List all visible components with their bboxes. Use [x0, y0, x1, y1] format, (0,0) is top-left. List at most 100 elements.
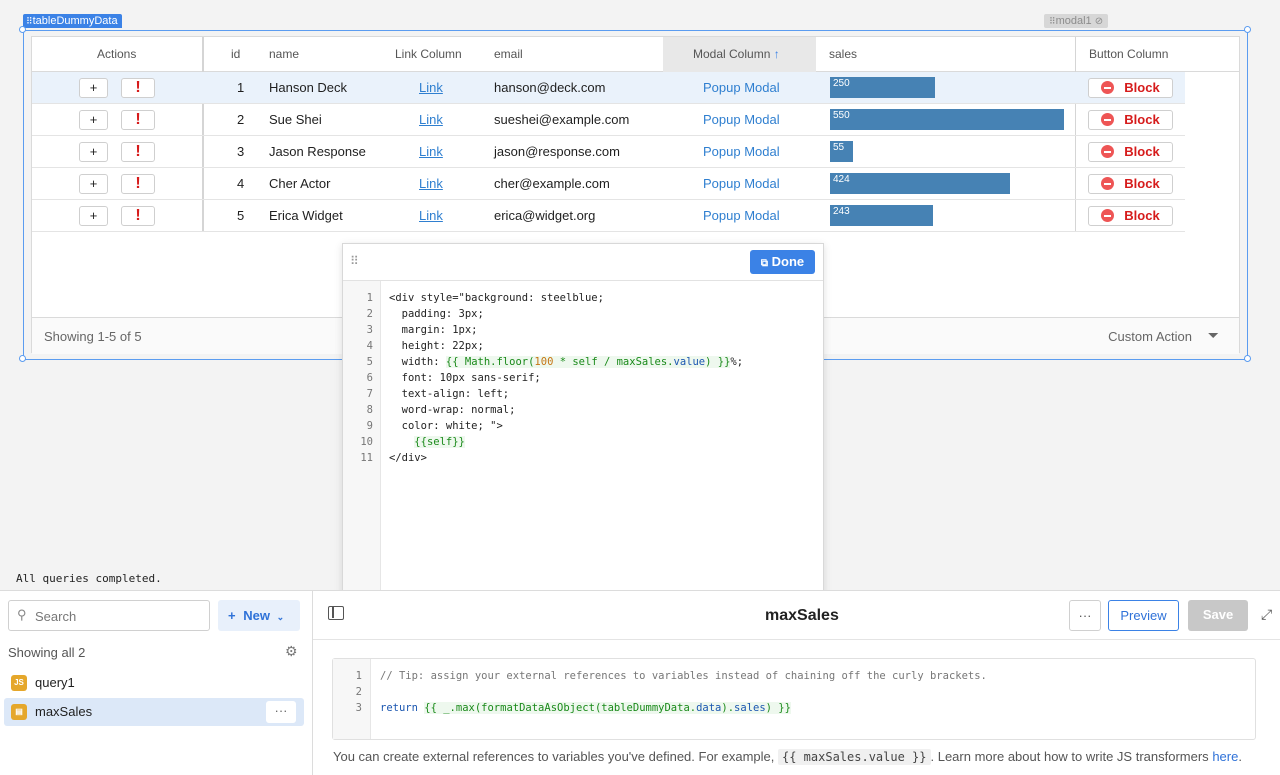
line-number: 7 — [366, 388, 373, 400]
query-item-label: query1 — [35, 675, 75, 690]
alert-button[interactable]: ! — [121, 142, 155, 162]
query-item-query1[interactable]: JS query1 — [4, 669, 304, 697]
code-text: text-align: left; — [389, 388, 510, 400]
cell-name: Cher Actor — [269, 176, 331, 191]
cell-name: Sue Shei — [269, 112, 322, 127]
query-title[interactable]: maxSales — [765, 607, 839, 624]
block-button[interactable]: Block — [1088, 78, 1173, 98]
sidebar-toggle-icon[interactable] — [328, 606, 344, 620]
add-row-button[interactable]: + — [79, 110, 108, 130]
table-row[interactable]: +! 5 Erica Widget Link erica@widget.org Popup… — [32, 200, 1185, 232]
col-header-link[interactable]: Link Column — [395, 47, 462, 61]
transformer-icon: ▤ — [11, 704, 27, 720]
code-prop: value — [673, 356, 706, 368]
block-button[interactable]: Block — [1088, 110, 1173, 130]
filter-icon[interactable]: ⏷ — [1207, 327, 1219, 343]
block-label: Block — [1124, 112, 1160, 127]
table-row[interactable]: +! 2 Sue Shei Link sueshei@example.com Popup … — [32, 104, 1185, 136]
custom-action-button[interactable]: Custom Action — [1108, 329, 1192, 344]
table-row[interactable]: +! 1 Hanson Deck Link hanson@deck.com Popup M… — [32, 72, 1185, 104]
help-code: {{ maxSales.value }} — [778, 749, 931, 765]
code-template: {{ Math.floor(100 * self / maxSales.valu… — [445, 356, 731, 368]
block-button[interactable]: Block — [1088, 206, 1173, 226]
block-label: Block — [1124, 208, 1160, 223]
cell-link[interactable]: Link — [419, 176, 443, 191]
table-row[interactable]: +! 3 Jason Response Link jason@response.com P… — [32, 136, 1185, 168]
add-row-button[interactable]: + — [79, 78, 108, 98]
col-header-actions[interactable]: Actions — [97, 47, 137, 61]
table-row[interactable]: +! 4 Cher Actor Link cher@example.com Popup M… — [32, 168, 1185, 200]
cell-id: 2 — [237, 112, 245, 127]
expand-icon[interactable]: ⤢ — [1261, 606, 1273, 622]
col-header-button[interactable]: Button Column — [1089, 47, 1169, 61]
code-comment: // Tip: assign your external references … — [380, 670, 987, 682]
cell-email: hanson@deck.com — [494, 80, 606, 95]
search-input[interactable]: ⚲ Search — [8, 600, 210, 631]
sales-bar: 55 — [830, 141, 853, 162]
cell-popup-modal[interactable]: Popup Modal — [703, 144, 780, 159]
resize-handle-tr[interactable] — [1244, 26, 1251, 33]
cell-link[interactable]: Link — [419, 208, 443, 223]
drag-handle-icon[interactable]: ⠿ — [350, 254, 359, 268]
alert-button[interactable]: ! — [121, 206, 155, 226]
code-text: word-wrap: normal; — [389, 404, 516, 416]
stop-icon — [1101, 145, 1115, 158]
resize-handle-br[interactable] — [1244, 355, 1251, 362]
cell-popup-modal[interactable]: Popup Modal — [703, 176, 780, 191]
code-line: height: 22px; — [389, 338, 484, 354]
col-header-sales[interactable]: sales — [829, 47, 858, 61]
query-item-maxsales[interactable]: ▤ maxSales ··· — [4, 698, 304, 726]
cell-popup-modal[interactable]: Popup Modal — [703, 208, 780, 223]
cell-code-editor[interactable]: ⠿ ⧉ Done 1 <div style="background: steelb… — [342, 243, 824, 604]
resize-handle-tl[interactable] — [19, 26, 26, 33]
cell-link[interactable]: Link — [419, 80, 443, 95]
help-link[interactable]: here — [1212, 749, 1239, 764]
col-header-modal[interactable]: Modal Column ↑ — [663, 37, 816, 72]
col-header-email[interactable]: email — [494, 47, 523, 61]
save-button[interactable]: Save — [1188, 600, 1248, 631]
cell-email: sueshei@example.com — [494, 112, 630, 127]
code-line: text-align: left; — [389, 386, 509, 402]
preview-button[interactable]: Preview — [1108, 600, 1179, 631]
code-text: height: 22px; — [389, 340, 484, 352]
drag-handle-icon: ⠿ — [26, 16, 33, 26]
add-row-button[interactable]: + — [79, 142, 108, 162]
resize-handle-bl[interactable] — [19, 355, 26, 362]
cell-link[interactable]: Link — [419, 112, 443, 127]
transformer-code-editor[interactable]: 1 2 3 // Tip: assign your external refer… — [332, 658, 1256, 740]
block-button[interactable]: Block — [1088, 142, 1173, 162]
line-gutter — [333, 659, 371, 739]
alert-button[interactable]: ! — [121, 110, 155, 130]
code-text — [389, 436, 414, 448]
code-template: {{self}} — [414, 436, 465, 448]
modal-tag[interactable]: ⠿modal1 ⊘ — [1044, 14, 1109, 28]
code-line: margin: 1px; — [389, 322, 478, 338]
code-expr: ) }} — [705, 356, 731, 368]
cell-popup-modal[interactable]: Popup Modal — [703, 112, 780, 127]
filter-settings-icon[interactable]: ⚙ — [285, 643, 298, 659]
pagination-label: Showing 1-5 of 5 — [44, 329, 142, 344]
done-button[interactable]: ⧉ Done — [750, 250, 815, 274]
more-button[interactable]: ··· — [1069, 600, 1101, 631]
code-template: {{ _.max(formatDataAsObject(tableDummyDa… — [424, 702, 791, 714]
header-divider — [313, 639, 1280, 640]
block-label: Block — [1124, 80, 1160, 95]
more-options-icon[interactable]: ··· — [266, 701, 296, 723]
code-line: {{self}} — [389, 434, 465, 450]
component-tag[interactable]: ⠿tableDummyData — [23, 14, 122, 28]
add-row-button[interactable]: + — [79, 206, 108, 226]
col-header-name[interactable]: name — [269, 47, 300, 61]
table-header: Actions id name Link Column email Modal … — [32, 37, 1239, 72]
alert-button[interactable]: ! — [121, 174, 155, 194]
cell-popup-modal[interactable]: Popup Modal — [703, 80, 780, 95]
alert-button[interactable]: ! — [121, 78, 155, 98]
cell-link[interactable]: Link — [419, 144, 443, 159]
add-row-button[interactable]: + — [79, 174, 108, 194]
new-query-button[interactable]: + New ⌄ — [218, 600, 300, 631]
stop-icon — [1101, 177, 1115, 190]
block-button[interactable]: Block — [1088, 174, 1173, 194]
col-header-id[interactable]: id — [231, 47, 241, 61]
code-text: color: white; "> — [389, 420, 503, 432]
sales-value: 424 — [833, 174, 850, 185]
line-gutter — [343, 281, 381, 603]
